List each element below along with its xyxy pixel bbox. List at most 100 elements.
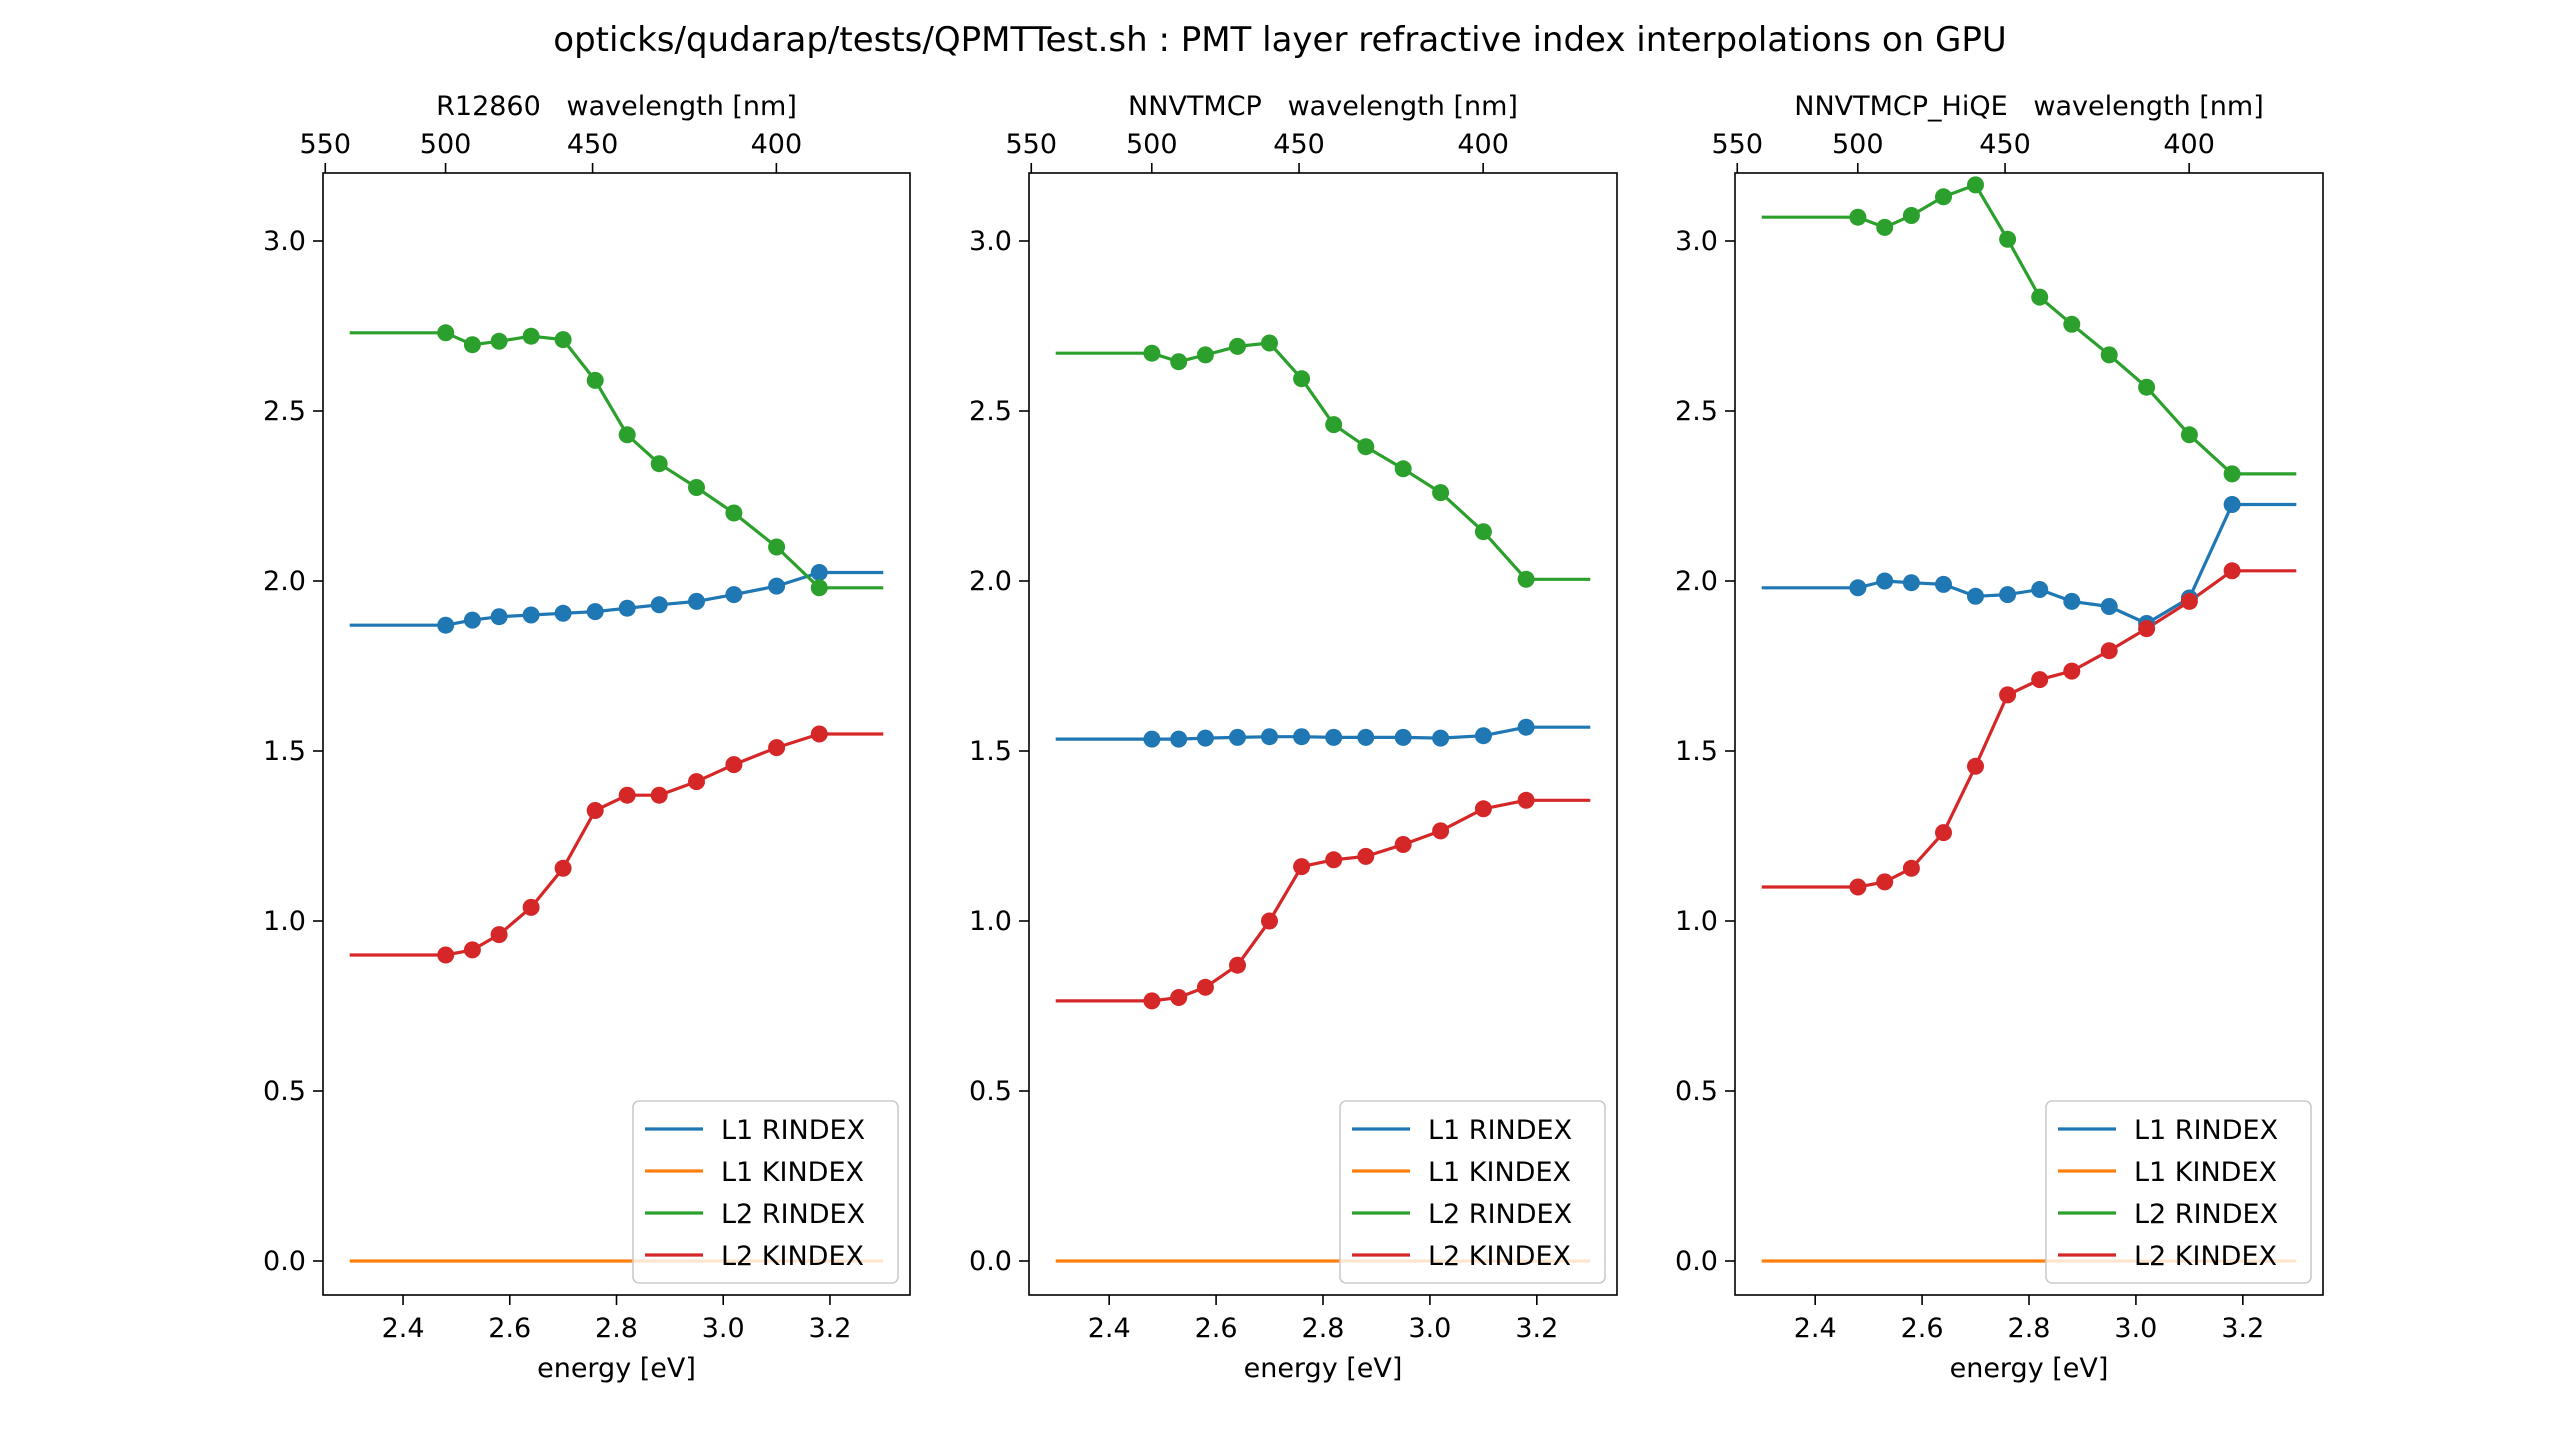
data-point-l1-rindex [1474,727,1492,745]
y-tick-label: 3.0 [263,226,306,257]
data-point-l2-kindex [650,786,668,804]
data-point-l2-kindex [1293,858,1311,876]
data-point-l2-rindex [618,426,636,444]
data-point-l1-rindex [1229,728,1246,746]
legend-label: L1 KINDEX [2134,1157,2277,1188]
data-point-l2-rindex [1849,208,1867,226]
data-point-l2-kindex [1170,989,1188,1006]
data-point-l2-kindex [2180,592,2198,610]
legend-label: L1 RINDEX [2134,1115,2278,1146]
data-point-l2-kindex [1849,878,1867,896]
data-point-l1-rindex [1325,728,1343,746]
data-point-l2-rindex [2063,315,2081,333]
data-point-l2-rindex [2031,288,2049,306]
data-point-l2-kindex [810,725,828,743]
data-point-l1-rindex [554,604,572,622]
series-line-l1-rindex [1055,725,1591,741]
y-tick-label: 0.0 [1675,1246,1718,1277]
y-tick-label: 2.0 [263,566,306,597]
legend-label: L1 KINDEX [1428,1157,1571,1188]
data-point-l2-kindex [2063,662,2081,680]
legend: L1 RINDEX L1 KINDEX L2 RINDEX L2 KINDEX [1339,1100,1606,1284]
data-point-l2-rindex [2138,378,2156,396]
y-tick-label: 1.5 [969,736,1012,767]
x-tick-label: 2.6 [1195,1313,1238,1344]
data-point-l1-rindex [2223,496,2241,513]
y-tick-label: 1.0 [969,906,1012,937]
panel-3: 2.4 2.6 2.8 3.0 3.2 0.0 0.5 1.0 1.5 2.0 2.5 3.0 550 5… [1675,91,2324,1384]
data-point-l2-rindex [1967,176,1984,194]
top-tick-label: 500 [1832,129,1884,160]
data-point-l2-rindex [1474,523,1492,541]
data-point-l2-rindex [1394,460,1412,478]
y-tick-label: 1.0 [263,906,306,937]
x-tick-label: 2.4 [1794,1313,1837,1344]
data-point-l2-rindex [688,479,705,496]
data-point-l1-rindex [437,616,455,634]
legend-label: L2 KINDEX [1428,1241,1571,1272]
data-point-l2-kindex [2223,562,2241,580]
data-point-l2-kindex [688,773,705,791]
data-point-l1-rindex [1170,730,1188,748]
series-line-l2-rindex [349,331,884,590]
data-point-l2-kindex [1967,757,1984,775]
data-point-l2-kindex [1229,956,1246,974]
data-point-l1-rindex [1394,728,1412,746]
data-point-l2-rindex [1876,218,1894,236]
data-point-l1-rindex [2063,592,2081,610]
data-point-l2-rindex [1229,337,1246,355]
data-point-l1-rindex [1196,729,1214,747]
series-line-l2-kindex [349,732,884,957]
data-point-l2-rindex [437,324,455,342]
x-axis-label: energy [eV] [537,1353,696,1384]
figure-title: opticks/qudarap/tests/QPMTTest.sh : PMT … [553,20,2007,60]
data-point-l2-kindex [586,802,604,819]
top-tick-label: 550 [299,129,351,160]
x-tick-label: 2.4 [1088,1313,1131,1344]
y-tick-label: 3.0 [969,226,1012,257]
data-point-l1-rindex [586,603,604,621]
data-point-l2-kindex [725,756,743,774]
y-tick-label: 2.5 [263,396,306,427]
data-point-l2-kindex [1325,851,1343,869]
data-point-l1-rindex [490,608,508,626]
x-tick-label: 3.2 [1515,1313,1558,1344]
series-line-l2-rindex [1055,341,1591,581]
y-tick-label: 0.0 [263,1246,306,1277]
data-point-l1-rindex [1999,586,2017,604]
legend-label: L2 KINDEX [2134,1241,2277,1272]
series-line-l1-rindex [349,570,884,627]
legend: L1 RINDEX L1 KINDEX L2 RINDEX L2 KINDEX [632,1100,899,1284]
panel-title: R12860 wavelength [nm] [436,91,797,122]
legend: L1 RINDEX L1 KINDEX L2 RINDEX L2 KINDEX [2045,1100,2312,1284]
legend-box [632,1100,899,1284]
data-point-l2-rindex [1143,344,1161,362]
series-line-l1-rindex [1761,502,2297,626]
data-point-l2-rindex [1935,188,1952,206]
data-point-l1-rindex [1432,729,1450,747]
x-tick-label: 3.0 [2114,1313,2157,1344]
data-point-l2-rindex [1902,207,1920,224]
y-tick-label: 1.5 [1675,736,1718,767]
data-point-l1-rindex [1143,730,1161,748]
panel-1: 2.4 2.6 2.8 3.0 3.2 0.0 0.5 1.0 1.5 2.0 2.5 3.0 550 5… [263,91,911,1384]
y-tick-label: 2.0 [969,566,1012,597]
data-point-l2-kindex [490,926,508,944]
series-line-l2-kindex [1055,798,1591,1003]
x-tick-label: 2.8 [1302,1313,1345,1344]
data-point-l2-rindex [1196,346,1214,364]
top-tick-label: 400 [751,129,803,160]
data-point-l1-rindex [1293,728,1311,746]
data-point-l2-rindex [810,579,828,597]
data-point-l1-rindex [1517,718,1535,736]
data-point-l1-rindex [1849,579,1867,597]
data-point-l2-kindex [1357,847,1375,865]
data-point-l2-kindex [1517,791,1535,809]
data-point-l1-rindex [2031,581,2049,598]
panel-title: NNVTMCP wavelength [nm] [1128,91,1518,122]
series-line-l2-rindex [1761,183,2297,476]
series-line-l2-kindex [1761,569,2297,889]
data-point-l2-rindex [1325,416,1343,434]
